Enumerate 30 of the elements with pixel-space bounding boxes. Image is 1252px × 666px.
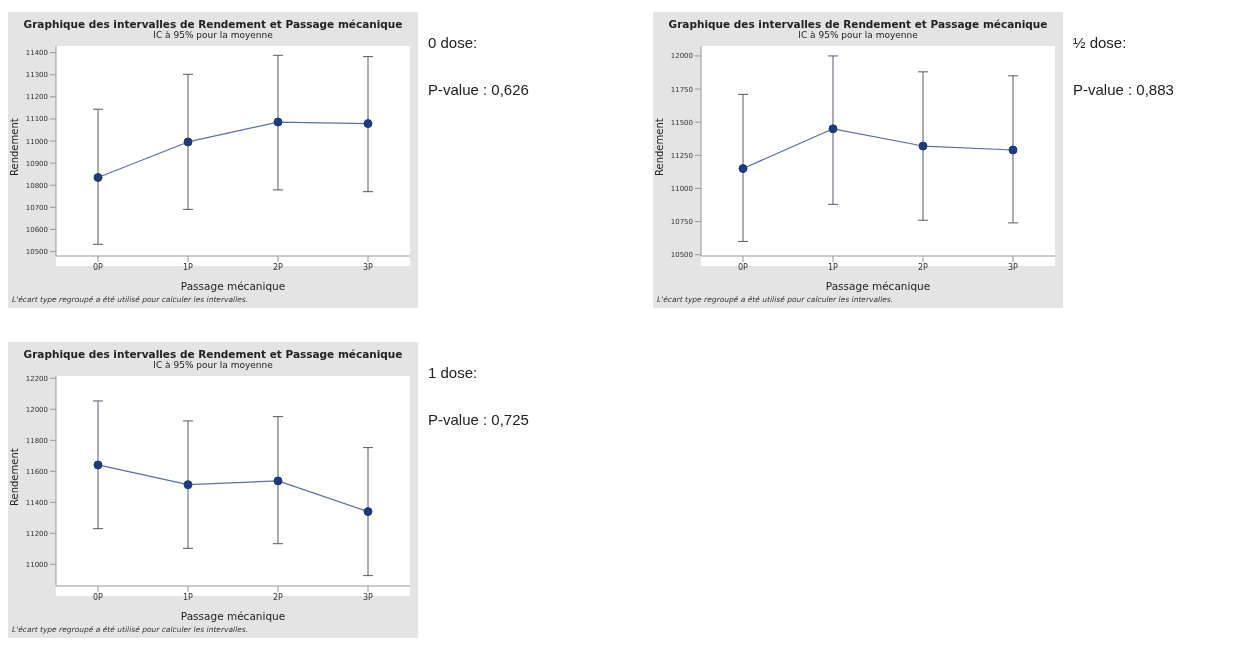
x-tick-label: 1P [828,262,839,272]
chart-subtitle: IC à 95% pour la moyenne [152,30,274,40]
chart-subtitle: IC à 95% pour la moyenne [797,30,919,40]
x-tick-label: 2P [918,262,929,272]
x-tick-label: 3P [363,592,374,602]
x-tick-label: 0P [93,262,104,272]
chart-subtitle: IC à 95% pour la moyenne [152,360,274,370]
x-tick-label: 0P [93,592,104,602]
text: 0 dose: [428,34,479,51]
text: 1 dose: [428,364,479,381]
x-tick-label: 0P [738,262,749,272]
chart-title: Graphique des intervalles de Rendement et Passage mécanique [667,18,1049,30]
y-axis-title: Rendement [8,118,20,176]
chart-title: Graphique des intervalles de Rendement et Passage mécanique [22,18,404,30]
x-tick-label: 3P [1008,262,1019,272]
x-axis-title: Passage mécanique [825,280,931,292]
x-axis-title: Passage mécanique [180,610,286,622]
x-tick-label: 1P [183,262,194,272]
text: P-value : 0,725 [428,411,529,428]
text: P-value : 0,883 [1073,81,1174,98]
x-tick-label: 2P [273,262,284,272]
x-tick-label: 1P [183,592,194,602]
text: ½ dose: [1073,34,1128,51]
text: P-value : 0,626 [428,81,529,98]
x-tick-label: 2P [273,592,284,602]
y-axis-title: Rendement [653,118,665,176]
y-axis-title: Rendement [8,448,20,506]
x-axis-title: Passage mécanique [180,280,286,292]
chart-title: Graphique des intervalles de Rendement et Passage mécanique [22,348,404,360]
x-tick-label: 3P [363,262,374,272]
